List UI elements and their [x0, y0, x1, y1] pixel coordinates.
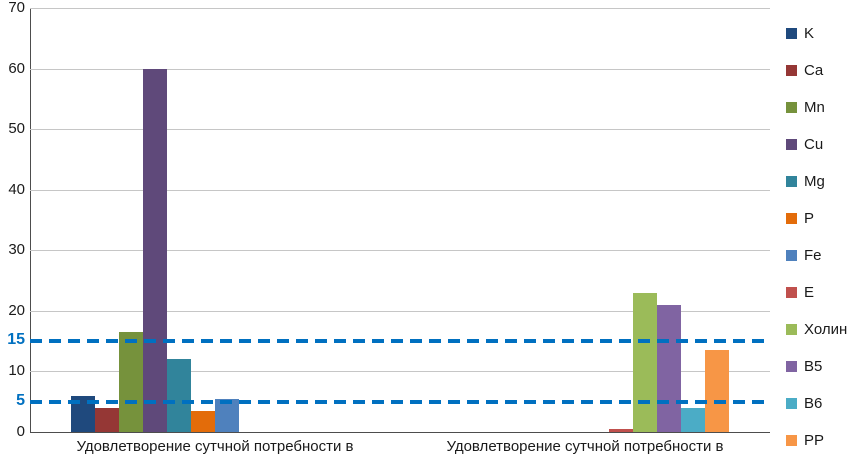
legend-label: PP [804, 432, 825, 449]
legend-label: E [804, 284, 815, 301]
y-axis-tick-label: 70 [8, 0, 25, 16]
bar-PP [705, 350, 729, 432]
bar-E [609, 428, 633, 432]
legend-label: Mn [804, 99, 825, 116]
bar-Ca [95, 407, 119, 432]
y-axis-tick-label: 20 [8, 301, 25, 319]
legend-item-B5: B5 [786, 358, 847, 375]
legend-label: Fe [804, 247, 822, 264]
legend-swatch-icon [786, 324, 797, 335]
y-axis-tick-label: 10 [8, 362, 25, 380]
x-axis-category-label: Удовлетворение сутчной потребности в [76, 438, 354, 455]
y-axis-tick-label: 40 [8, 180, 25, 198]
legend-item-Mg: Mg [786, 173, 847, 190]
legend-label: P [804, 210, 815, 227]
legend-swatch-icon [786, 435, 797, 446]
legend-swatch-icon [786, 176, 797, 187]
y-axis-tick-label: 50 [8, 120, 25, 138]
legend-swatch-icon [786, 250, 797, 261]
legend-swatch-icon [786, 102, 797, 113]
legend-item-K: K [786, 25, 847, 42]
legend-item-E: E [786, 284, 847, 301]
legend-swatch-icon [786, 361, 797, 372]
reference-line [30, 399, 770, 404]
legend-item-Холин: Холин [786, 321, 847, 338]
gridline [30, 371, 770, 373]
y-axis-line [30, 8, 31, 433]
x-axis-line [30, 432, 770, 433]
legend-swatch-icon [786, 287, 797, 298]
y-axis-tick-label: 30 [8, 241, 25, 259]
legend-item-P: P [786, 210, 847, 227]
legend-item-Cu: Cu [786, 136, 847, 153]
legend-label: B6 [804, 395, 823, 412]
gridline [30, 8, 770, 9]
legend-label: K [804, 25, 815, 42]
gridline [30, 250, 770, 252]
y-axis-tick-label: 0 [16, 423, 25, 440]
legend-item-PP: PP [786, 432, 847, 449]
reference-line-label: 15 [7, 331, 25, 349]
legend-label: Mg [804, 173, 825, 190]
legend-swatch-icon [786, 213, 797, 224]
legend-swatch-icon [786, 28, 797, 39]
y-axis-tick-label: 60 [8, 59, 25, 77]
gridline [30, 310, 770, 312]
bar-B6 [681, 407, 705, 432]
legend-label: B5 [804, 358, 823, 375]
bar-B5 [657, 304, 681, 432]
gridline [30, 68, 770, 70]
legend-swatch-icon [786, 139, 797, 150]
legend-label: Cu [804, 136, 824, 153]
gridline [30, 189, 770, 191]
legend-item-Fe: Fe [786, 247, 847, 264]
x-axis-category-label: Удовлетворение сутчной потребности в [446, 438, 724, 455]
bar-P [191, 410, 215, 432]
gridline [30, 129, 770, 131]
legend: K Ca Mn Cu Mg P Fe E Холин B5 B6 PP [786, 25, 847, 449]
bar-Cu [143, 68, 167, 432]
legend-label: Ca [804, 62, 824, 79]
bar-Mn [119, 332, 143, 432]
legend-swatch-icon [786, 398, 797, 409]
bar-Холин [633, 292, 657, 432]
legend-item-B6: B6 [786, 395, 847, 412]
legend-swatch-icon [786, 65, 797, 76]
legend-item-Ca: Ca [786, 62, 847, 79]
reference-line [30, 339, 770, 344]
legend-label: Холин [804, 321, 848, 338]
bar-Mg [167, 359, 191, 432]
reference-line-label: 5 [16, 391, 25, 409]
bar-Fe [215, 398, 239, 432]
legend-item-Mn: Mn [786, 99, 847, 116]
